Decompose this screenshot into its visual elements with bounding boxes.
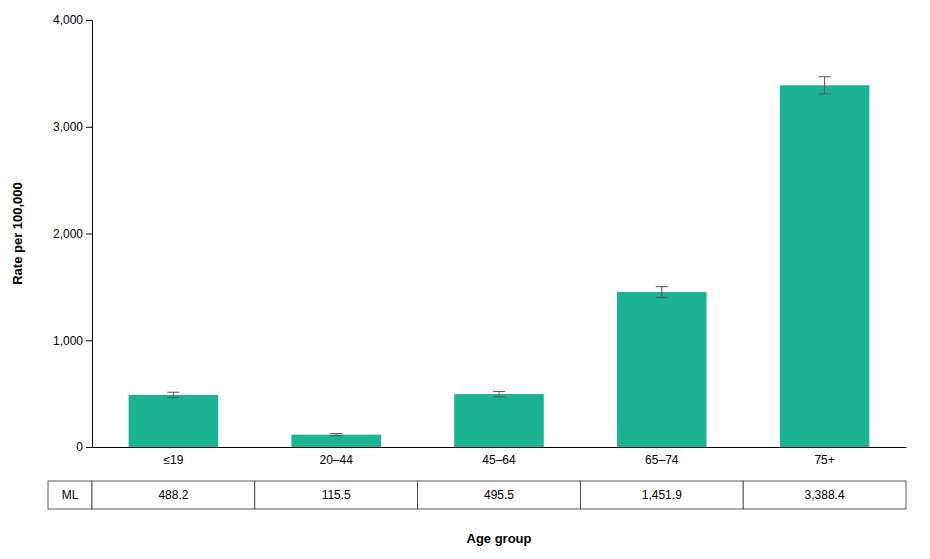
- x-tick: 65–74: [645, 447, 679, 467]
- table-cell-text: 1,451.9: [642, 488, 682, 502]
- table-cell: [743, 481, 906, 509]
- table-cell: [92, 481, 255, 509]
- x-tick: 20–44: [320, 447, 354, 467]
- y-tick-label: 2,000: [53, 227, 83, 241]
- error-cap: [167, 397, 179, 398]
- table-cell: [255, 481, 418, 509]
- table-cell-text: 495.5: [484, 488, 514, 502]
- y-tick: 1,000: [53, 334, 92, 348]
- error-bar: [656, 287, 668, 298]
- y-tick-mark: [86, 447, 92, 448]
- error-cap: [656, 286, 668, 287]
- y-tick: 3,000: [53, 120, 92, 134]
- error-cap: [819, 76, 831, 77]
- error-line: [824, 77, 825, 94]
- table-cell-text: 115.5: [322, 488, 351, 502]
- error-line: [661, 287, 662, 298]
- error-cap: [330, 433, 342, 434]
- error-cap: [493, 391, 505, 392]
- x-tick: 75+: [814, 447, 834, 467]
- error-cap: [656, 297, 668, 298]
- error-bar: [493, 391, 505, 396]
- y-tick: 2,000: [53, 227, 92, 241]
- table-cell-text: 3,388.4: [805, 488, 845, 502]
- error-cap: [493, 396, 505, 397]
- x-tick-label: 45–64: [482, 453, 516, 467]
- axis-line: [86, 21, 93, 448]
- y-axis-title: Rate per 100,000: [10, 182, 25, 285]
- bar: [129, 395, 219, 447]
- y-tick-label: 1,000: [53, 334, 83, 348]
- bar: [780, 85, 870, 447]
- table-row-label-cell: [48, 481, 92, 509]
- y-tick: 0: [76, 440, 92, 454]
- y-tick-mark: [86, 127, 92, 128]
- axis-line: [93, 447, 907, 448]
- table-cell: [418, 481, 581, 509]
- x-tick: 45–64: [482, 447, 516, 467]
- error-bar: [167, 392, 179, 397]
- chart: 0 1,000 2,000 3,000 4,000 ≤19 20–44 45–64 65–74 7…: [0, 0, 930, 559]
- y-axis: 0 1,000 2,000 3,000 4,000: [53, 13, 93, 454]
- bar: [291, 435, 381, 447]
- error-cap: [819, 93, 831, 94]
- table-cell: [580, 481, 743, 509]
- plot: 0 1,000 2,000 3,000 4,000 ≤19 20–44 45–64 65–74 7…: [10, 13, 907, 546]
- x-tick-label: 20–44: [320, 453, 354, 467]
- error-bar: [330, 434, 342, 436]
- error-cap: [330, 435, 342, 436]
- y-tick-label: 4,000: [53, 13, 83, 27]
- error-cap: [167, 392, 179, 393]
- x-tick-label: ≤19: [163, 453, 183, 467]
- marks: [129, 77, 870, 447]
- bar: [454, 394, 544, 447]
- x-tick-label: 75+: [814, 453, 834, 467]
- error-line: [173, 392, 174, 397]
- bar: [617, 292, 707, 447]
- x-axis: ≤19 20–44 45–64 65–74 75+: [93, 447, 907, 467]
- table-row-label: ML: [62, 488, 79, 502]
- y-tick-mark: [86, 340, 92, 341]
- y-tick-label: 3,000: [53, 120, 83, 134]
- x-tick: ≤19: [163, 447, 183, 467]
- y-tick-mark: [86, 234, 92, 235]
- chart-container: 0 1,000 2,000 3,000 4,000 ≤19 20–44 45–64 65–74 7…: [0, 0, 930, 559]
- table: ML 488.2 115.5 495.5 1,451.9 3,388.4: [48, 481, 906, 509]
- y-tick-mark: [86, 20, 92, 21]
- error-bar: [819, 77, 831, 94]
- error-line: [499, 391, 500, 396]
- y-tick-label: 0: [76, 440, 83, 454]
- table-cell-text: 488.2: [158, 488, 188, 502]
- x-axis-title: Age group: [467, 531, 532, 546]
- x-tick-label: 65–74: [645, 453, 679, 467]
- y-tick: 4,000: [53, 13, 92, 27]
